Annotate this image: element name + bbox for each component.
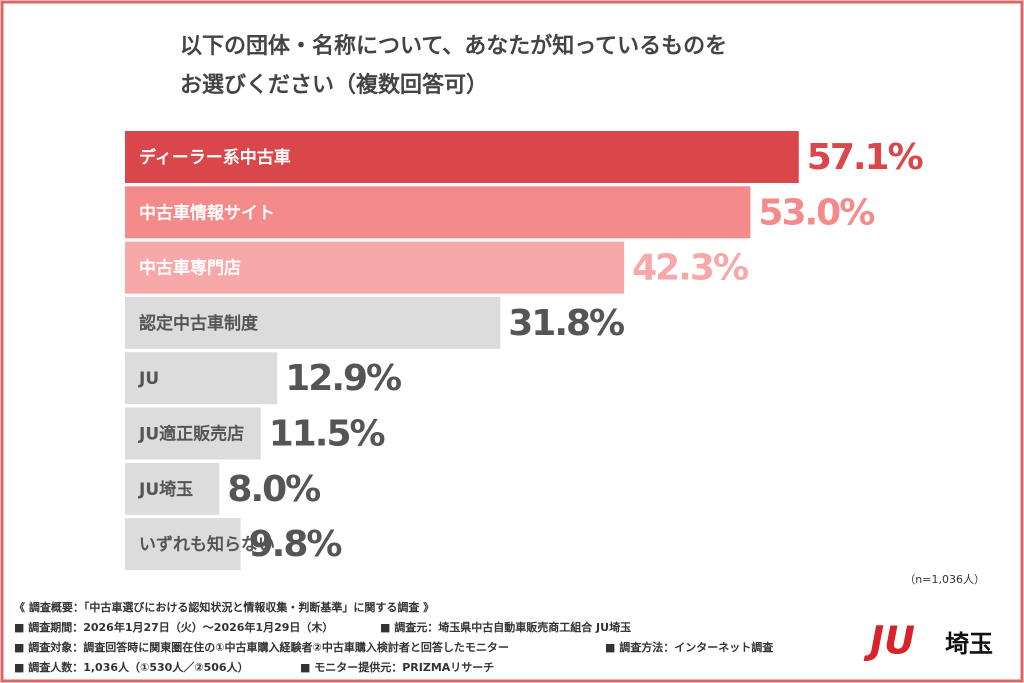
bar: [125, 186, 751, 239]
bar: [125, 462, 220, 515]
chart-title: お選びください（複数回答可）: [180, 72, 488, 98]
value-label: 42.3%: [632, 248, 748, 289]
bar: [125, 241, 625, 294]
category-label: 中古車情報サイト: [139, 202, 275, 223]
sample-note: （n=1,036人）: [904, 573, 985, 586]
category-label: いずれも知らない: [139, 534, 275, 555]
bar: [125, 131, 799, 183]
footer-item: ■ 調査人数：1,036人（①530人／②506人）: [14, 660, 249, 674]
bar: [125, 352, 278, 405]
footer-item: ■ 調査期間：2026年1月27日（火）〜2026年1月29日（木）: [14, 620, 333, 634]
value-label: 53.0%: [758, 192, 874, 233]
logo-mark: JU: [863, 619, 915, 663]
category-label: JU埼玉: [138, 479, 193, 500]
bar: [125, 518, 241, 571]
value-label: 57.1%: [807, 137, 923, 178]
value-label: 11.5%: [269, 414, 385, 455]
category-label: JU: [138, 369, 159, 389]
value-label: 31.8%: [508, 303, 624, 344]
logo-text: 埼玉: [945, 630, 993, 658]
footer-summary: 《 調査概要：「中古車選びにおける認知状況と情報収集・判断基準」に関する調査 》: [14, 600, 434, 614]
category-label: JU適正販売店: [138, 424, 244, 445]
value-label: 9.8%: [249, 524, 342, 565]
bar: [125, 296, 501, 349]
category-label: 中古車専門店: [139, 258, 241, 279]
chart-title: 以下の団体・名称について、あなたが知っているものを: [180, 33, 727, 59]
footer-item: ■ 調査元：埼玉県中古自動車販売商工組合 JU埼玉: [380, 620, 631, 634]
bar: [125, 407, 261, 460]
footer-item: ■ 調査方法：インターネット調査: [605, 640, 773, 654]
value-label: 8.0%: [227, 469, 320, 510]
footer-item: ■ モニター提供元：PRIZMAリサーチ: [300, 660, 494, 674]
category-label: ディーラー系中古車: [139, 147, 291, 168]
footer-item: ■ 調査対象：調査回答時に関東圏在住の①中古車購入経験者②中古車購入検討者と回答…: [14, 640, 509, 654]
category-label: 認定中古車制度: [139, 313, 259, 334]
value-label: 12.9%: [285, 358, 401, 399]
